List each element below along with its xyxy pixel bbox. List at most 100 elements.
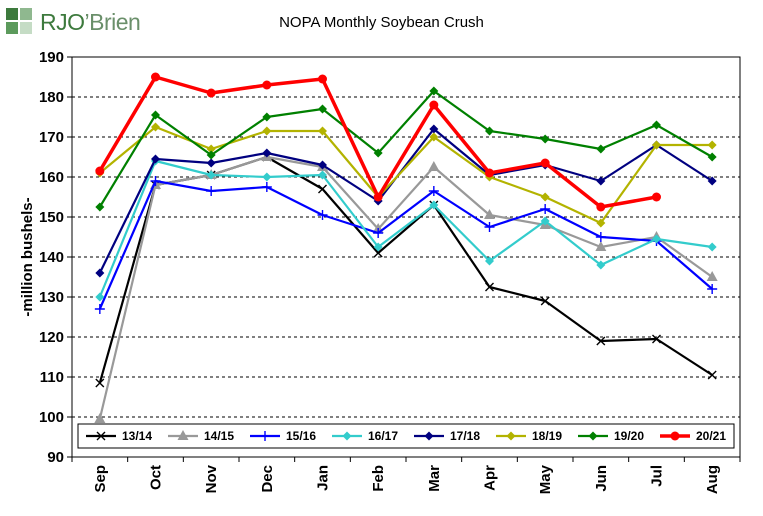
data-point-marker [595, 241, 607, 251]
series-19-20 [95, 86, 717, 212]
data-point-marker [652, 192, 661, 202]
logo-mark-icon [6, 8, 34, 36]
data-point-marker [485, 282, 494, 292]
data-point-marker [596, 260, 606, 270]
data-point-marker [318, 170, 327, 180]
data-point-marker [652, 334, 661, 344]
data-point-marker [588, 431, 598, 441]
data-point-marker [540, 158, 550, 168]
data-point-marker [318, 74, 327, 84]
x-tick-label: Mar [426, 465, 443, 492]
x-tick-label: Aug [704, 465, 721, 494]
data-point-marker [429, 100, 439, 110]
series-18-19 [95, 122, 717, 228]
y-tick-label: 120 [39, 329, 64, 346]
data-point-marker [206, 170, 216, 180]
y-tick-label: 190 [39, 49, 64, 66]
data-point-marker [318, 184, 327, 194]
legend-label: 16/17 [368, 429, 398, 443]
series-line [98, 179, 713, 310]
data-point-marker [318, 160, 327, 170]
y-tick-label: 170 [39, 129, 64, 146]
x-tick-label: Oct [148, 465, 165, 490]
y-tick-label: 110 [40, 369, 64, 386]
series-line [98, 127, 713, 274]
x-tick-label: Sep [92, 465, 109, 493]
data-point-marker [262, 112, 272, 122]
x-tick-label: Jun [593, 465, 610, 492]
data-point-marker [424, 431, 434, 441]
y-tick-label: 140 [39, 249, 64, 266]
data-point-marker [261, 182, 272, 192]
legend-label: 19/20 [614, 429, 644, 443]
data-point-marker [96, 431, 106, 441]
data-point-marker [707, 370, 717, 380]
y-tick-label: 150 [39, 209, 64, 226]
data-point-marker [373, 242, 383, 252]
legend-label: 14/15 [204, 429, 234, 443]
data-point-marker [707, 284, 718, 294]
data-point-marker [95, 202, 105, 212]
series-line [99, 125, 713, 225]
data-point-marker [595, 232, 606, 242]
x-tick-label: May [537, 464, 554, 494]
data-point-marker [485, 126, 494, 136]
data-point-marker [262, 80, 272, 90]
x-tick-label: Jan [315, 465, 332, 491]
data-point-marker [94, 304, 105, 314]
data-point-marker [707, 152, 717, 162]
series-line [98, 89, 713, 208]
data-point-marker [206, 88, 216, 98]
data-point-marker [707, 242, 717, 252]
plot-area-border [71, 56, 741, 458]
data-point-marker [429, 200, 439, 210]
data-point-marker [373, 148, 383, 158]
series-line [98, 155, 713, 420]
y-tick-label: 160 [39, 169, 64, 186]
data-point-marker [206, 150, 216, 160]
series-20-21 [95, 72, 661, 212]
y-tick-label: 100 [39, 409, 64, 426]
data-point-marker [596, 176, 606, 186]
data-point-marker [652, 140, 661, 150]
data-point-marker [506, 431, 516, 441]
data-point-marker [95, 268, 105, 278]
data-point-marker [318, 104, 327, 114]
data-point-marker [151, 72, 160, 82]
data-point-marker [540, 204, 551, 214]
data-point-marker [262, 126, 272, 136]
data-point-marker [151, 122, 160, 132]
legend-label: 13/14 [122, 429, 152, 443]
data-point-marker [177, 430, 189, 440]
x-tick-label: Jul [649, 465, 666, 487]
data-point-marker [95, 292, 105, 302]
legend-label: 20/21 [696, 429, 726, 443]
x-tick-label: Dec [259, 465, 276, 493]
data-point-marker [206, 186, 217, 196]
y-tick-label: 130 [39, 289, 64, 306]
legend-label: 17/18 [450, 429, 480, 443]
x-tick-label: Feb [370, 465, 387, 492]
data-point-marker [318, 126, 327, 136]
data-point-marker [596, 144, 606, 154]
data-point-marker [260, 431, 270, 441]
data-point-marker [151, 110, 160, 120]
data-point-marker [540, 296, 550, 306]
data-point-marker [151, 154, 160, 164]
data-point-marker [540, 192, 550, 202]
series-lines [94, 72, 718, 423]
data-point-marker [95, 378, 105, 388]
data-point-marker [429, 132, 439, 142]
data-point-marker [342, 431, 352, 441]
y-tick-label: 180 [39, 89, 64, 106]
data-point-marker [428, 161, 440, 171]
rjobrien-logo: RJO’Brien [6, 8, 166, 38]
data-point-marker [95, 166, 105, 176]
grid-lines [72, 96, 740, 418]
data-point-marker [373, 228, 384, 238]
legend-label: 15/16 [286, 429, 316, 443]
data-point-marker [429, 86, 439, 96]
series-14-15 [94, 151, 718, 423]
y-axis-label: -million bushels- [19, 197, 36, 316]
